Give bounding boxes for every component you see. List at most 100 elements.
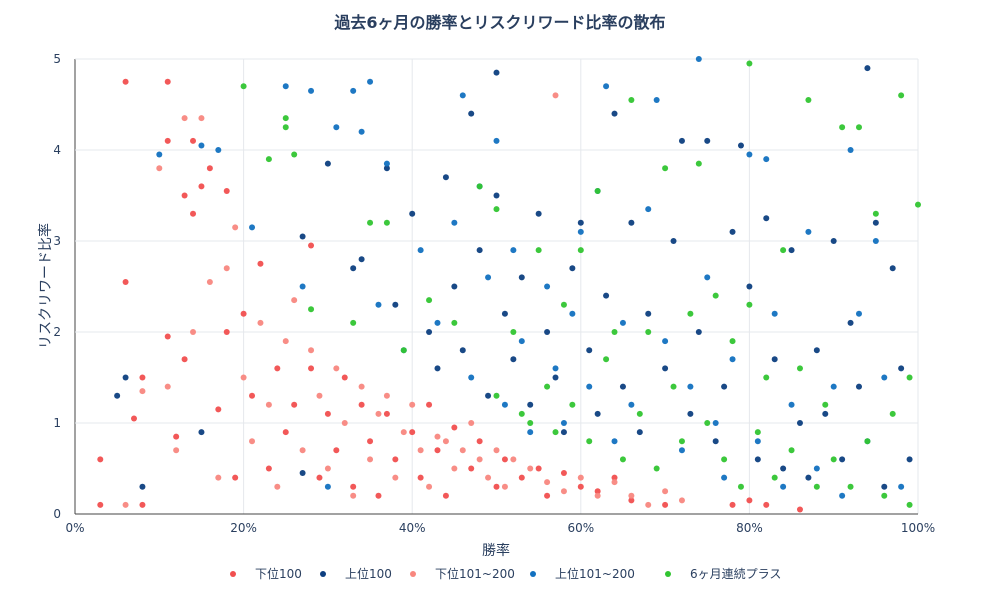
data-point	[324, 465, 331, 472]
data-point	[451, 319, 458, 326]
data-point	[265, 465, 272, 472]
data-point	[662, 365, 669, 372]
legend-item[interactable]: 上位101~200	[530, 566, 635, 581]
data-points	[97, 56, 921, 513]
legend[interactable]: 下位100 上位100 下位101~200 上位101~200 6ヶ月連続プラス	[230, 566, 781, 581]
data-point	[577, 228, 584, 235]
data-point	[552, 92, 559, 99]
legend-item[interactable]: 下位100	[230, 566, 302, 581]
data-point	[190, 210, 197, 217]
data-point	[459, 347, 466, 354]
data-point	[586, 438, 593, 445]
data-point	[383, 392, 390, 399]
legend-marker	[410, 571, 416, 577]
data-point	[232, 474, 239, 481]
data-point	[223, 187, 230, 194]
data-point	[223, 265, 230, 272]
data-point	[493, 483, 500, 490]
data-point	[763, 215, 770, 222]
axis-ticks: 0% 20% 40% 60% 80% 100% 0 1 2 3 4 5	[53, 52, 935, 535]
data-point	[771, 356, 778, 363]
data-point	[737, 142, 744, 149]
data-point	[291, 151, 298, 158]
data-point	[97, 501, 104, 508]
data-point	[434, 365, 441, 372]
x-tick-label: 0%	[65, 521, 84, 535]
data-point	[830, 456, 837, 463]
data-point	[560, 488, 567, 495]
data-point	[560, 470, 567, 477]
data-point	[813, 347, 820, 354]
legend-item[interactable]: 6ヶ月連続プラス	[665, 567, 781, 581]
data-point	[678, 137, 685, 144]
data-point	[569, 265, 576, 272]
data-point	[350, 87, 357, 94]
data-point	[746, 497, 753, 504]
data-point	[392, 456, 399, 463]
data-point	[459, 447, 466, 454]
chart-title: 過去6ヶ月の勝率とリスクリワード比率の散布	[333, 13, 665, 32]
data-point	[181, 115, 188, 122]
data-point	[780, 483, 787, 490]
data-point	[678, 438, 685, 445]
legend-marker	[320, 571, 326, 577]
data-point	[291, 401, 298, 408]
data-point	[358, 401, 365, 408]
data-point	[131, 415, 138, 422]
data-point	[544, 492, 551, 499]
data-point	[350, 492, 357, 499]
data-point	[527, 420, 534, 426]
legend-item[interactable]: 上位100	[320, 566, 392, 581]
data-point	[569, 310, 576, 317]
y-tick-label: 3	[53, 234, 61, 248]
data-point	[915, 201, 921, 208]
data-point	[619, 319, 626, 326]
legend-marker	[230, 571, 236, 577]
data-point	[308, 306, 315, 313]
data-point	[636, 410, 643, 417]
data-point	[577, 219, 584, 226]
data-point	[678, 447, 685, 454]
data-point	[560, 429, 567, 436]
data-point	[763, 156, 770, 163]
data-point	[830, 238, 837, 244]
data-point	[577, 483, 584, 490]
data-point	[670, 238, 677, 244]
data-point	[282, 83, 289, 90]
data-point	[662, 501, 669, 508]
data-point	[139, 388, 146, 395]
data-point	[206, 165, 213, 172]
data-point	[721, 383, 728, 390]
data-point	[501, 483, 508, 490]
data-point	[872, 210, 879, 217]
data-point	[198, 115, 205, 122]
data-point	[426, 401, 433, 408]
data-point	[763, 374, 770, 381]
data-point	[316, 392, 323, 399]
data-point	[510, 456, 517, 463]
data-point	[662, 488, 669, 495]
data-point	[139, 374, 146, 381]
data-point	[653, 96, 660, 103]
y-tick-label: 4	[53, 143, 61, 157]
data-point	[847, 147, 854, 153]
data-point	[215, 474, 222, 481]
data-point	[763, 501, 770, 508]
data-point	[518, 410, 525, 417]
x-tick-label: 100%	[901, 521, 935, 535]
data-point	[855, 383, 862, 390]
data-point	[645, 206, 652, 213]
data-point	[704, 274, 711, 281]
data-point	[392, 301, 399, 308]
data-point	[485, 392, 492, 399]
data-point	[805, 96, 812, 103]
data-point	[729, 228, 736, 235]
data-point	[358, 256, 365, 263]
data-point	[139, 483, 146, 490]
data-point	[603, 83, 610, 90]
legend-item[interactable]: 下位101~200	[410, 566, 515, 581]
data-point	[367, 78, 374, 85]
data-point	[291, 297, 298, 304]
data-point	[813, 483, 820, 490]
data-point	[468, 465, 475, 472]
